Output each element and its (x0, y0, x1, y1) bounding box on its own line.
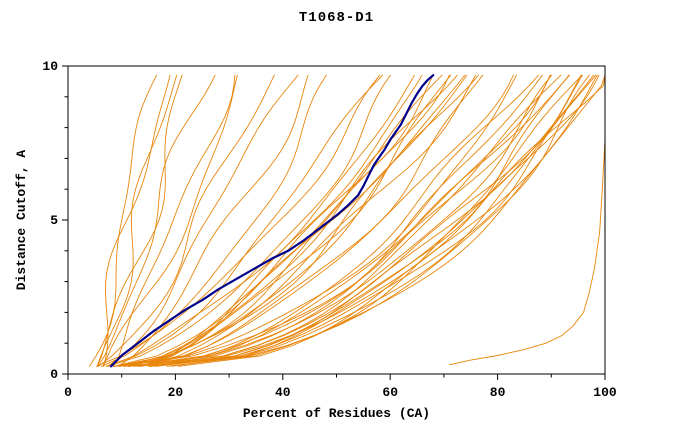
model-curve (106, 74, 391, 367)
model-curve (123, 74, 452, 367)
model-curve (149, 74, 583, 367)
y-tick-label: 5 (50, 213, 58, 228)
model-curve (166, 74, 598, 367)
model-curve (150, 74, 570, 367)
model-curve (149, 74, 562, 367)
x-tick-label: 100 (593, 385, 617, 400)
model-curve (119, 74, 570, 367)
model-curve (171, 74, 600, 367)
model-curve (155, 74, 582, 367)
model-curve (107, 74, 415, 367)
x-tick-label: 80 (490, 385, 506, 400)
x-axis-label: Percent of Residues (CA) (242, 406, 431, 421)
model-curve (113, 74, 434, 367)
model-curve (150, 74, 597, 367)
model-curve (96, 74, 183, 367)
model-curve (107, 74, 299, 367)
model-curve (147, 74, 539, 367)
model-curve (95, 74, 381, 367)
model-curve (127, 74, 443, 367)
model-curve (98, 74, 275, 367)
model-curve (139, 74, 450, 367)
model-curve (130, 74, 423, 367)
y-tick-label: 10 (42, 59, 58, 74)
model-curve (97, 74, 216, 367)
model-curve (103, 74, 171, 367)
model-curve (96, 74, 178, 367)
model-curve (123, 74, 514, 367)
chart-title: T1068-D1 (298, 10, 375, 26)
model-curve (133, 74, 551, 367)
model-curve (125, 74, 458, 367)
x-tick-label: 60 (382, 385, 398, 400)
model-curve (136, 74, 606, 367)
model-curve (118, 74, 468, 367)
plot-border (67, 65, 606, 375)
model-curve (105, 74, 384, 367)
x-tick-label: 20 (168, 385, 184, 400)
model-curve (149, 74, 590, 367)
right-outlier-model (448, 74, 606, 366)
highlighted-model (109, 74, 435, 368)
model-curve (129, 74, 543, 367)
x-tick-label: 0 (64, 385, 72, 400)
y-tick-label: 0 (50, 367, 58, 382)
model-curve (177, 74, 606, 367)
x-tick-label: 40 (275, 385, 291, 400)
model-curve (117, 74, 309, 367)
model-curve (102, 74, 238, 367)
model-curve (89, 74, 158, 367)
model-curve (112, 74, 236, 367)
model-curve (128, 74, 553, 367)
model-curve (139, 74, 477, 367)
